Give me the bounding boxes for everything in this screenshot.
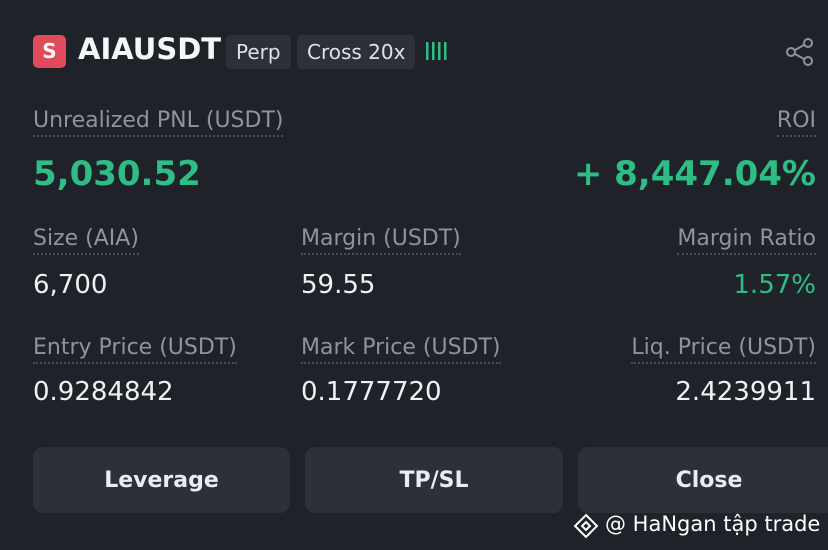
field-value: 6,700 [33, 270, 108, 300]
field-value: 0.1777720 [301, 377, 442, 407]
symbol-badge: S [33, 35, 66, 68]
field-label: Entry Price (USDT) [33, 335, 237, 364]
field-label: Liq. Price (USDT) [631, 335, 816, 364]
field-label: Margin Ratio [677, 226, 816, 255]
leverage-button[interactable]: Leverage [33, 447, 290, 513]
watermark-logo [573, 513, 599, 539]
share-icon[interactable] [785, 37, 815, 67]
field-value: 59.55 [301, 270, 376, 300]
field-label: Mark Price (USDT) [301, 335, 501, 364]
watermark: @ HaNgan tập trade [605, 512, 821, 536]
field-value: 0.9284842 [33, 377, 174, 407]
field-value: 1.57% [733, 270, 816, 300]
roi-value: + 8,447.04% [573, 154, 816, 194]
pnl-value: 5,030.52 [33, 154, 201, 194]
margin-tag: Cross 20x [297, 35, 416, 69]
signal-icon [426, 42, 447, 60]
roi-label: ROI [776, 108, 816, 137]
type-tag: Perp [226, 35, 291, 69]
field-label: Size (AIA) [33, 226, 139, 255]
symbol[interactable]: AIAUSDT [78, 32, 222, 66]
tpsl-button[interactable]: TP/SL [305, 447, 563, 513]
close-button[interactable]: Close [578, 447, 828, 513]
field-label: Margin (USDT) [301, 226, 461, 255]
field-value: 2.4239911 [675, 377, 816, 407]
pnl-label: Unrealized PNL (USDT) [33, 108, 284, 137]
